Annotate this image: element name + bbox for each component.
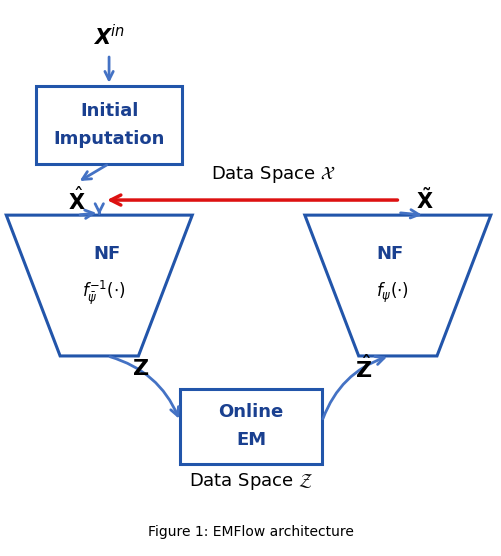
Text: $\tilde{\mathbf{X}}$: $\tilde{\mathbf{X}}$ <box>415 187 433 213</box>
Text: $\hat{\mathbf{Z}}$: $\hat{\mathbf{Z}}$ <box>354 355 371 383</box>
Text: Data Space $\mathcal{Z}$: Data Space $\mathcal{Z}$ <box>188 471 313 492</box>
Text: $f_{\bar{\psi}}^{-1}(\cdot)$: $f_{\bar{\psi}}^{-1}(\cdot)$ <box>82 279 126 307</box>
Polygon shape <box>304 215 490 356</box>
Text: Initial: Initial <box>80 102 138 120</box>
Text: $f_{\psi}(\cdot)$: $f_{\psi}(\cdot)$ <box>376 281 408 305</box>
Text: Figure 1: EMFlow architecture: Figure 1: EMFlow architecture <box>148 525 353 539</box>
Text: $\mathbf{Z}$: $\mathbf{Z}$ <box>132 359 149 379</box>
FancyBboxPatch shape <box>180 389 321 464</box>
Polygon shape <box>7 215 192 356</box>
Text: NF: NF <box>93 245 120 264</box>
Text: Data Space $\mathcal{X}$: Data Space $\mathcal{X}$ <box>210 165 335 185</box>
Text: $\hat{\mathbf{X}}$: $\hat{\mathbf{X}}$ <box>68 186 86 214</box>
Text: Imputation: Imputation <box>53 130 164 148</box>
Text: Online: Online <box>218 403 283 421</box>
FancyBboxPatch shape <box>36 86 182 163</box>
Text: EM: EM <box>235 431 266 449</box>
Text: $\boldsymbol{X}^{in}$: $\boldsymbol{X}^{in}$ <box>93 24 125 49</box>
Text: NF: NF <box>376 245 403 264</box>
